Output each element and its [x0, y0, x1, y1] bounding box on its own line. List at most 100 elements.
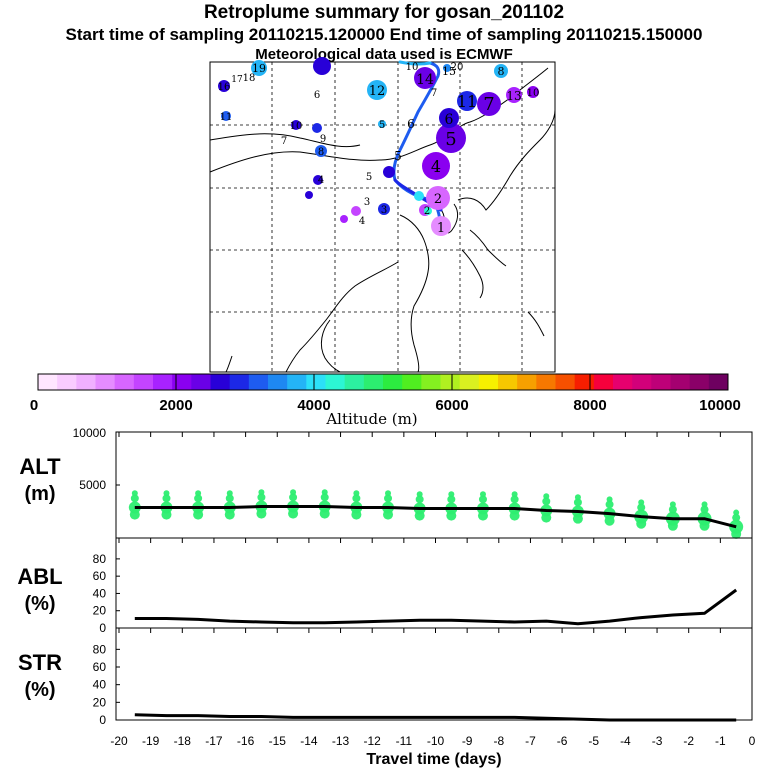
- alt-label: ALT: [19, 454, 61, 479]
- alt-dot: [385, 490, 392, 497]
- map-label-10c: 10: [290, 121, 303, 132]
- abl-ytick-0: 0: [99, 621, 106, 635]
- x-tick--2: -2: [683, 734, 694, 748]
- colorbar-cell-17: [363, 374, 384, 390]
- colorbar-cell-3: [95, 374, 116, 390]
- map-label-8b: 8: [318, 147, 324, 158]
- alt-dot: [733, 509, 740, 516]
- colorbar-cell-20: [421, 374, 441, 390]
- map-label-7c: 7: [281, 136, 287, 147]
- alt-dot: [352, 494, 361, 503]
- x-tick--13: -13: [332, 734, 350, 748]
- map-label-10b: 10: [406, 62, 419, 73]
- abl-yticks: 80 60 40 20 0: [93, 552, 120, 635]
- marker-day-18: [313, 57, 331, 75]
- alt-dot: [541, 512, 552, 523]
- alt-dot: [130, 494, 139, 503]
- abl-label: ABL: [17, 564, 62, 589]
- x-axis-label: Travel time (days): [366, 751, 501, 768]
- colorbar-tick-4000: 4000: [297, 397, 330, 414]
- colorbar-cell-19: [402, 374, 422, 390]
- x-tick--5: -5: [588, 734, 599, 748]
- abl-frame: [115, 537, 753, 629]
- colorbar-cell-33: [670, 374, 691, 390]
- marker-day-1: [431, 216, 451, 236]
- map-panel: 1 2 2 3 3 4 4 4 5 5 5 5 6 6 6 7 7 7 8 8 …: [209, 57, 556, 373]
- map-label-5c: 5: [366, 172, 372, 183]
- alt-dot: [161, 509, 172, 520]
- x-tick--4: -4: [620, 734, 631, 748]
- alt-dot: [638, 499, 645, 506]
- alt-dot: [510, 495, 519, 504]
- x-tick--15: -15: [269, 734, 287, 748]
- str-frame: [115, 627, 753, 721]
- alt-dot: [290, 489, 297, 496]
- alt-dot: [193, 509, 204, 520]
- marker-map-11: [221, 111, 231, 121]
- str-panel: STR (%) 80 60 40 20 0: [18, 627, 753, 727]
- str-ytick-40: 40: [93, 678, 107, 692]
- x-tick--14: -14: [300, 734, 318, 748]
- x-tick-0: 0: [749, 734, 756, 748]
- colorbar-tick-6000: 6000: [435, 397, 468, 414]
- str-ytick-0: 0: [99, 713, 106, 727]
- colorbar-cell-23: [478, 374, 499, 390]
- altitude-colorbar: 0 2000 4000 6000 8000 10000 Altitude (m): [30, 373, 741, 428]
- alt-dot: [131, 490, 138, 497]
- marker-day-7: [477, 92, 501, 116]
- alt-panel: ALT (m) 10000 5000: [19, 426, 753, 539]
- alt-dot: [731, 528, 742, 539]
- map-label-11: 11: [457, 92, 477, 111]
- alt-dot: [384, 494, 393, 503]
- colorbar-cell-5: [133, 374, 154, 390]
- x-tick--7: -7: [525, 734, 536, 748]
- alt-dot: [447, 495, 456, 504]
- colorbar-dividers: [175, 374, 591, 390]
- map-label-3: 3: [381, 205, 387, 216]
- alt-dot: [479, 491, 486, 498]
- alt-dot: [636, 518, 647, 529]
- colorbar-cell-16: [344, 374, 365, 390]
- colorbar-cell-8: [191, 374, 211, 390]
- x-tick--18: -18: [174, 734, 192, 748]
- colorbar-cell-28: [574, 374, 595, 390]
- alt-dot: [699, 520, 710, 531]
- alt-dot: [289, 493, 298, 502]
- x-tick--9: -9: [462, 734, 473, 748]
- colorbar-cell-2: [76, 374, 96, 390]
- alt-dot: [732, 513, 741, 522]
- map-label-16: 16: [218, 82, 231, 93]
- colorbar-cell-30: [613, 374, 633, 390]
- map-label-7b: 7: [431, 88, 437, 99]
- alt-dot: [446, 510, 457, 521]
- x-tick--17: -17: [205, 734, 223, 748]
- colorbar-cell-10: [229, 374, 250, 390]
- map-label-4: 4: [431, 157, 441, 176]
- alt-dot: [573, 498, 582, 507]
- alt-unit: (m): [24, 483, 55, 505]
- map-label-14: 14: [416, 72, 434, 88]
- map-label-13: 13: [506, 89, 521, 103]
- marker-map-10: [291, 120, 301, 130]
- map-label-7: 7: [483, 94, 494, 115]
- alt-dot: [162, 494, 171, 503]
- colorbar-frame: [37, 373, 729, 391]
- alt-frame: [115, 431, 753, 539]
- alt-dot: [319, 508, 330, 519]
- marker-day-14: [414, 67, 436, 89]
- alt-ytick-5000: 5000: [79, 478, 106, 492]
- map-day-labels: 1 2 2 3 3 4 4 4 5 5 5 5 6 6 6 7 7 7 8 8 …: [218, 62, 540, 236]
- alt-dot: [256, 508, 267, 519]
- map-label-5b: 5: [394, 149, 402, 163]
- alt-dot: [258, 489, 265, 496]
- alt-dot: [574, 494, 581, 501]
- colorbar-cell-7: [172, 374, 192, 390]
- str-series-line: [134, 713, 737, 722]
- map-label-11b: 11: [220, 112, 233, 123]
- colorbar-cell-12: [268, 374, 288, 390]
- x-tick--10: -10: [427, 734, 445, 748]
- colorbar-ticks: 0 2000 4000 6000 8000 10000: [30, 397, 741, 414]
- map-coastlines: [209, 67, 556, 373]
- marker-day-19: [251, 60, 267, 76]
- str-unit: (%): [24, 679, 55, 701]
